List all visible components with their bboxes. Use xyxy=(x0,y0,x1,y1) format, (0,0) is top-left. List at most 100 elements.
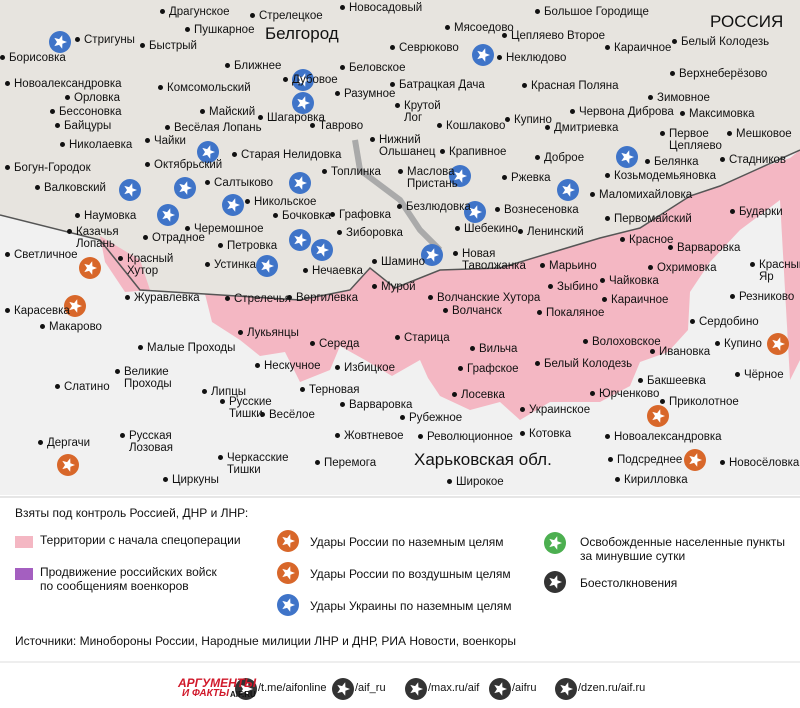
place-label: Ленинский xyxy=(518,226,584,238)
place-label: Устинка xyxy=(205,259,256,271)
legend-title: Взяты под контроль Россией, ДНР и ЛНР: xyxy=(15,506,249,520)
russia-strike-icon xyxy=(57,454,79,476)
place-label: Чёрное xyxy=(735,369,784,381)
place-label: Беловское xyxy=(340,62,405,74)
legend-icon xyxy=(277,562,299,584)
social-icon xyxy=(555,678,577,700)
place-label: Вергилевка xyxy=(287,292,358,304)
ukraine-strike-icon xyxy=(616,146,638,168)
place-label: Неклюдово xyxy=(497,52,566,64)
place-label: Безлюдовка xyxy=(397,201,471,213)
place-label: Цепляево Второе xyxy=(502,30,605,42)
place-label: Середа xyxy=(310,338,359,350)
place-label: Батрацкая Дача xyxy=(390,79,485,91)
ukraine-strike-icon xyxy=(289,172,311,194)
controlled-area xyxy=(100,236,150,292)
ukraine-strike-icon xyxy=(311,239,333,261)
place-label: Пушкарное xyxy=(185,24,254,36)
place-label: Бакшеевка xyxy=(638,375,706,387)
place-label: Севрюково xyxy=(390,42,459,54)
state-border xyxy=(0,149,800,301)
place-label: Русские Тишки xyxy=(220,396,272,420)
place-label: Быстрый xyxy=(140,40,197,52)
place-label: Стрелецкое xyxy=(250,10,323,22)
ukraine-strike-icon xyxy=(292,92,314,114)
place-label: Приколотное xyxy=(660,396,739,408)
place-label: Рубежное xyxy=(400,412,462,424)
legend-icon xyxy=(277,594,299,616)
place-label: Старая Нелидовка xyxy=(232,149,341,161)
ukraine-strike-icon xyxy=(119,179,141,201)
place-label: Стригуны xyxy=(75,34,135,46)
place-label: Наумовка xyxy=(75,210,136,222)
place-label: Лосевка xyxy=(452,389,505,401)
place-label: Караичное xyxy=(605,42,671,54)
place-label: Богун-Городок xyxy=(5,162,91,174)
place-label: Бударки xyxy=(730,206,783,218)
place-label: Козьмодемьяновка xyxy=(605,170,716,182)
place-label: Зыбино xyxy=(548,281,598,293)
place-label: Циркуны xyxy=(163,474,219,486)
ukraine-strike-icon xyxy=(464,201,486,223)
place-label: Шагаровка xyxy=(258,112,325,124)
reservoir xyxy=(352,139,443,253)
russia-strike-icon xyxy=(684,449,706,471)
place-label: Резниково xyxy=(730,291,794,303)
place-label: Волоховское xyxy=(583,336,661,348)
social-icon xyxy=(332,678,354,700)
place-label: Доброе xyxy=(535,152,584,164)
place-label: Новоалександровка xyxy=(5,78,122,90)
ukraine-strike-icon xyxy=(557,179,579,201)
social-icon xyxy=(405,678,427,700)
place-label: Николаевка xyxy=(60,139,132,151)
place-label: Первое Цепляево xyxy=(660,128,722,152)
place-label: Варваровка xyxy=(668,242,740,254)
place-label: Белый Колодезь xyxy=(535,358,632,370)
place-label: Купино xyxy=(505,114,552,126)
social-link: /aif_ru xyxy=(355,682,386,694)
place-label: Журавлевка xyxy=(125,292,200,304)
place-label: Макарово xyxy=(40,321,102,333)
place-label: Никольское xyxy=(245,196,316,208)
social-icon xyxy=(235,678,257,700)
logo: АРГУМЕНТЫ xyxy=(178,676,257,690)
place-label: Графовка xyxy=(330,209,391,221)
place-label: Шебекино xyxy=(455,223,518,235)
legend-swatch xyxy=(15,568,33,580)
place-label: Подсреднее xyxy=(608,454,682,466)
ukraine-strike-icon xyxy=(256,255,278,277)
place-label: Мясоедово xyxy=(445,22,514,34)
region-label: Харьковская обл. xyxy=(414,450,552,469)
ukraine-strike-icon xyxy=(197,141,219,163)
place-label: Драгунское xyxy=(160,6,230,18)
place-label: Варваровка xyxy=(340,399,412,411)
place-label: Крутой Лог xyxy=(395,100,441,124)
place-label: Маломихайловка xyxy=(590,189,692,201)
place-label: Казачья Лопань xyxy=(67,226,119,250)
place-label: Чайки xyxy=(145,135,186,147)
ukraine-strike-icon xyxy=(49,31,71,53)
ukraine-strike-icon xyxy=(292,69,314,91)
place-label: Революционное xyxy=(418,431,513,443)
legend-item: Продвижение российских войск по сообщени… xyxy=(40,565,217,593)
place-label: Дергачи xyxy=(38,437,90,449)
place-label: Графское xyxy=(458,363,519,375)
place-label: Марьино xyxy=(540,260,597,272)
place-label: Избицкое xyxy=(335,362,395,374)
place-label: Бочковка xyxy=(273,210,331,222)
legend-item: Боестолкновения xyxy=(580,576,678,590)
place-label: Комсомольский xyxy=(158,82,251,94)
place-label: Дубовое xyxy=(283,74,338,86)
place-label: Топлинка xyxy=(322,166,381,178)
social-link: /t.me/aifonline xyxy=(258,682,327,694)
place-label: Русская Лозовая xyxy=(120,430,173,454)
place-label: Майский xyxy=(200,106,255,118)
place-label: Ивановка xyxy=(650,346,710,358)
place-label: Сердобино xyxy=(690,316,759,328)
place-label: Слатино xyxy=(55,381,110,393)
russia-strike-icon xyxy=(647,405,669,427)
place-label: Стрелечья xyxy=(225,293,291,305)
place-label: Зимовное xyxy=(648,92,710,104)
logo: И ФАКТЫ xyxy=(182,688,229,699)
